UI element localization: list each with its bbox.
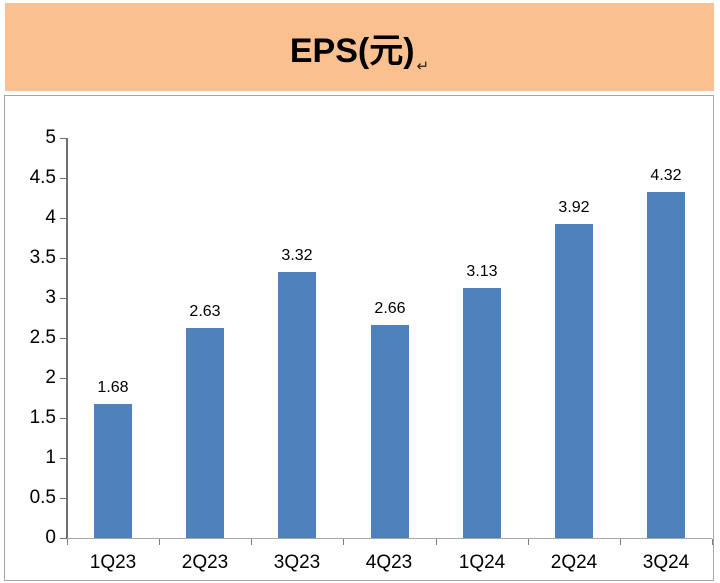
x-axis-category-label: 2Q24 <box>550 552 598 573</box>
y-axis-tick <box>60 538 67 539</box>
x-axis-category-label: 1Q24 <box>458 552 506 573</box>
chart-title: EPS(元) ↵ <box>289 23 430 75</box>
y-axis-tick-label: 1.5 <box>29 407 56 428</box>
chart-title-band: EPS(元) ↵ <box>5 3 714 91</box>
bar <box>371 325 409 538</box>
y-axis-tick-label: 3.5 <box>29 247 56 268</box>
y-axis-tick <box>60 418 67 419</box>
bar-value-label: 2.63 <box>189 303 221 320</box>
x-axis-category-label: 3Q23 <box>273 552 321 573</box>
y-axis-tick-label: 5 <box>45 127 56 148</box>
x-axis-tick <box>159 539 160 545</box>
y-axis-tick <box>60 298 67 299</box>
x-axis-tick <box>251 539 252 545</box>
plot-area: 0 0.5 1 1.5 2 2.5 3 3.5 4 4.5 5 1.68 1Q23 2.63 2Q23 3.3… <box>5 96 713 580</box>
bar-value-label: 2.66 <box>374 300 406 317</box>
bar <box>94 404 132 538</box>
y-axis-line <box>66 138 68 539</box>
x-axis-tick <box>620 539 621 545</box>
y-axis-tick <box>60 338 67 339</box>
y-axis-tick <box>60 498 67 499</box>
y-axis-tick-label: 4.5 <box>29 167 56 188</box>
bar <box>647 192 685 538</box>
x-axis-tick <box>343 539 344 545</box>
x-axis-category-label: 4Q23 <box>365 552 413 573</box>
y-axis-tick <box>60 258 67 259</box>
bar-value-label: 3.13 <box>466 263 498 280</box>
y-axis-tick-label: 4 <box>45 207 56 228</box>
x-axis-category-label: 3Q24 <box>642 552 690 573</box>
y-axis-tick <box>60 378 67 379</box>
x-axis-tick <box>712 539 713 545</box>
y-axis-tick <box>60 458 67 459</box>
bar-chart: 0 0.5 1 1.5 2 2.5 3 3.5 4 4.5 5 1.68 1Q23 2.63 2Q23 3.3… <box>4 95 714 581</box>
y-axis-tick-label: 1 <box>45 447 56 468</box>
y-axis-tick <box>60 218 67 219</box>
y-axis-tick-label: 2.5 <box>29 327 56 348</box>
x-axis-category-label: 2Q23 <box>181 552 229 573</box>
bar <box>463 288 501 538</box>
y-axis-tick-label: 0 <box>45 527 56 548</box>
x-axis-tick <box>67 539 68 545</box>
bar <box>278 272 316 538</box>
x-axis-line <box>67 538 712 539</box>
y-axis-tick-label: 0.5 <box>29 487 56 508</box>
y-axis-tick <box>60 138 67 139</box>
x-axis-tick <box>436 539 437 545</box>
x-axis-category-label: 1Q23 <box>89 552 137 573</box>
bar-value-label: 1.68 <box>97 379 129 396</box>
bar <box>186 328 224 538</box>
y-axis-tick-label: 2 <box>45 367 56 388</box>
y-axis-tick <box>60 178 67 179</box>
y-axis-tick-label: 3 <box>45 287 56 308</box>
bar <box>555 224 593 538</box>
return-mark-icon: ↵ <box>416 57 430 75</box>
chart-title-text: EPS(元) <box>289 31 415 70</box>
x-axis-tick <box>528 539 529 545</box>
bar-value-label: 3.32 <box>281 247 313 264</box>
bar-value-label: 4.32 <box>650 167 682 184</box>
bar-value-label: 3.92 <box>558 199 590 216</box>
